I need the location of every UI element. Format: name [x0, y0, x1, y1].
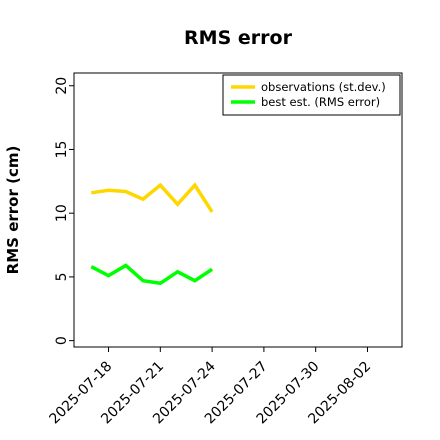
data-series [90, 182, 214, 286]
y-tick-label: 5 [54, 272, 70, 281]
legend-box [222, 74, 401, 116]
y-tick-label: 10 [54, 204, 70, 222]
y-tick-label: 15 [54, 141, 70, 159]
series-line-1 [91, 182, 214, 213]
x-axis-ticks: 2025-07-182025-07-212025-07-242025-07-27… [47, 347, 374, 427]
chart-title: RMS error [184, 27, 293, 49]
y-tick-label: 0 [54, 336, 70, 345]
legend-label-1: observations (st.dev.) [261, 80, 386, 94]
legend-label-2: best est. (RMS error) [261, 95, 380, 109]
plot-area-frame [73, 72, 403, 348]
y-axis-label: RMS error (cm) [4, 146, 22, 275]
y-axis-ticks: 0 5 10 15 20 [54, 77, 74, 345]
series-line-2 [90, 263, 214, 286]
legend: observations (st.dev.)best est. (RMS err… [222, 74, 401, 116]
y-tick-label: 20 [54, 77, 70, 95]
